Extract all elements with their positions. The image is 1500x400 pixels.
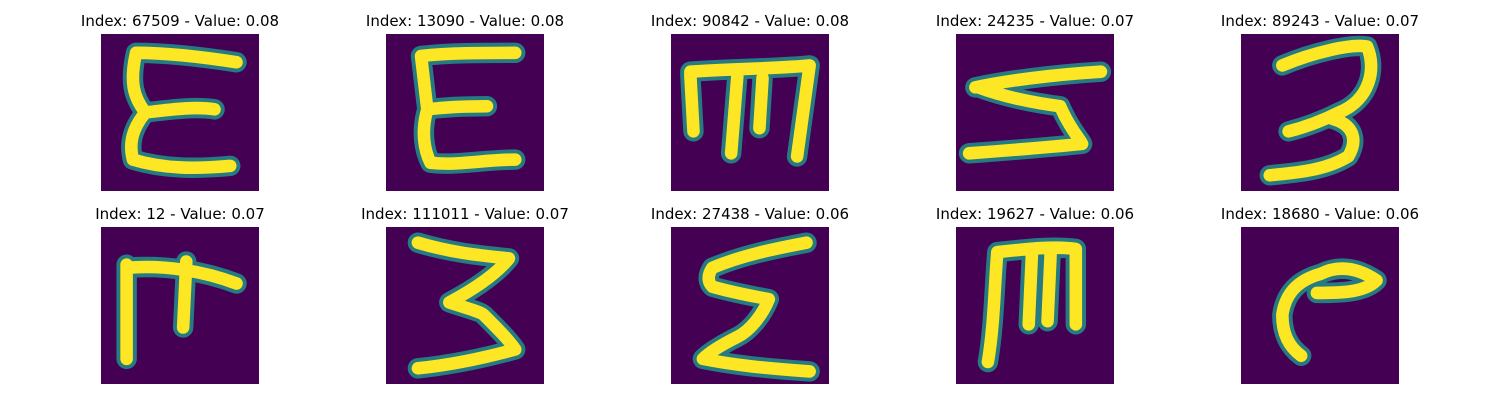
glyph-image <box>956 227 1114 384</box>
panel-title: Index: 24235 - Value: 0.07 <box>935 12 1135 30</box>
panel-title: Index: 90842 - Value: 0.08 <box>650 12 850 30</box>
panel-title: Index: 67509 - Value: 0.08 <box>80 12 280 30</box>
glyph-image <box>386 34 544 191</box>
panel-title: Index: 89243 - Value: 0.07 <box>1220 12 1420 30</box>
glyph-image <box>101 34 259 191</box>
panel-title: Index: 13090 - Value: 0.08 <box>365 12 565 30</box>
panel-title: Index: 19627 - Value: 0.06 <box>935 205 1135 223</box>
panel-title: Index: 18680 - Value: 0.06 <box>1220 205 1420 223</box>
panel-title: Index: 111011 - Value: 0.07 <box>361 205 569 223</box>
glyph-image <box>1241 227 1399 384</box>
glyph-image <box>101 227 259 384</box>
glyph-image <box>956 34 1114 191</box>
panel-title: Index: 12 - Value: 0.07 <box>95 205 265 223</box>
panel-title: Index: 27438 - Value: 0.06 <box>650 205 850 223</box>
glyph-image <box>671 34 829 191</box>
glyph-image <box>1241 34 1399 191</box>
glyph-image <box>671 227 829 384</box>
glyph-image <box>386 227 544 384</box>
